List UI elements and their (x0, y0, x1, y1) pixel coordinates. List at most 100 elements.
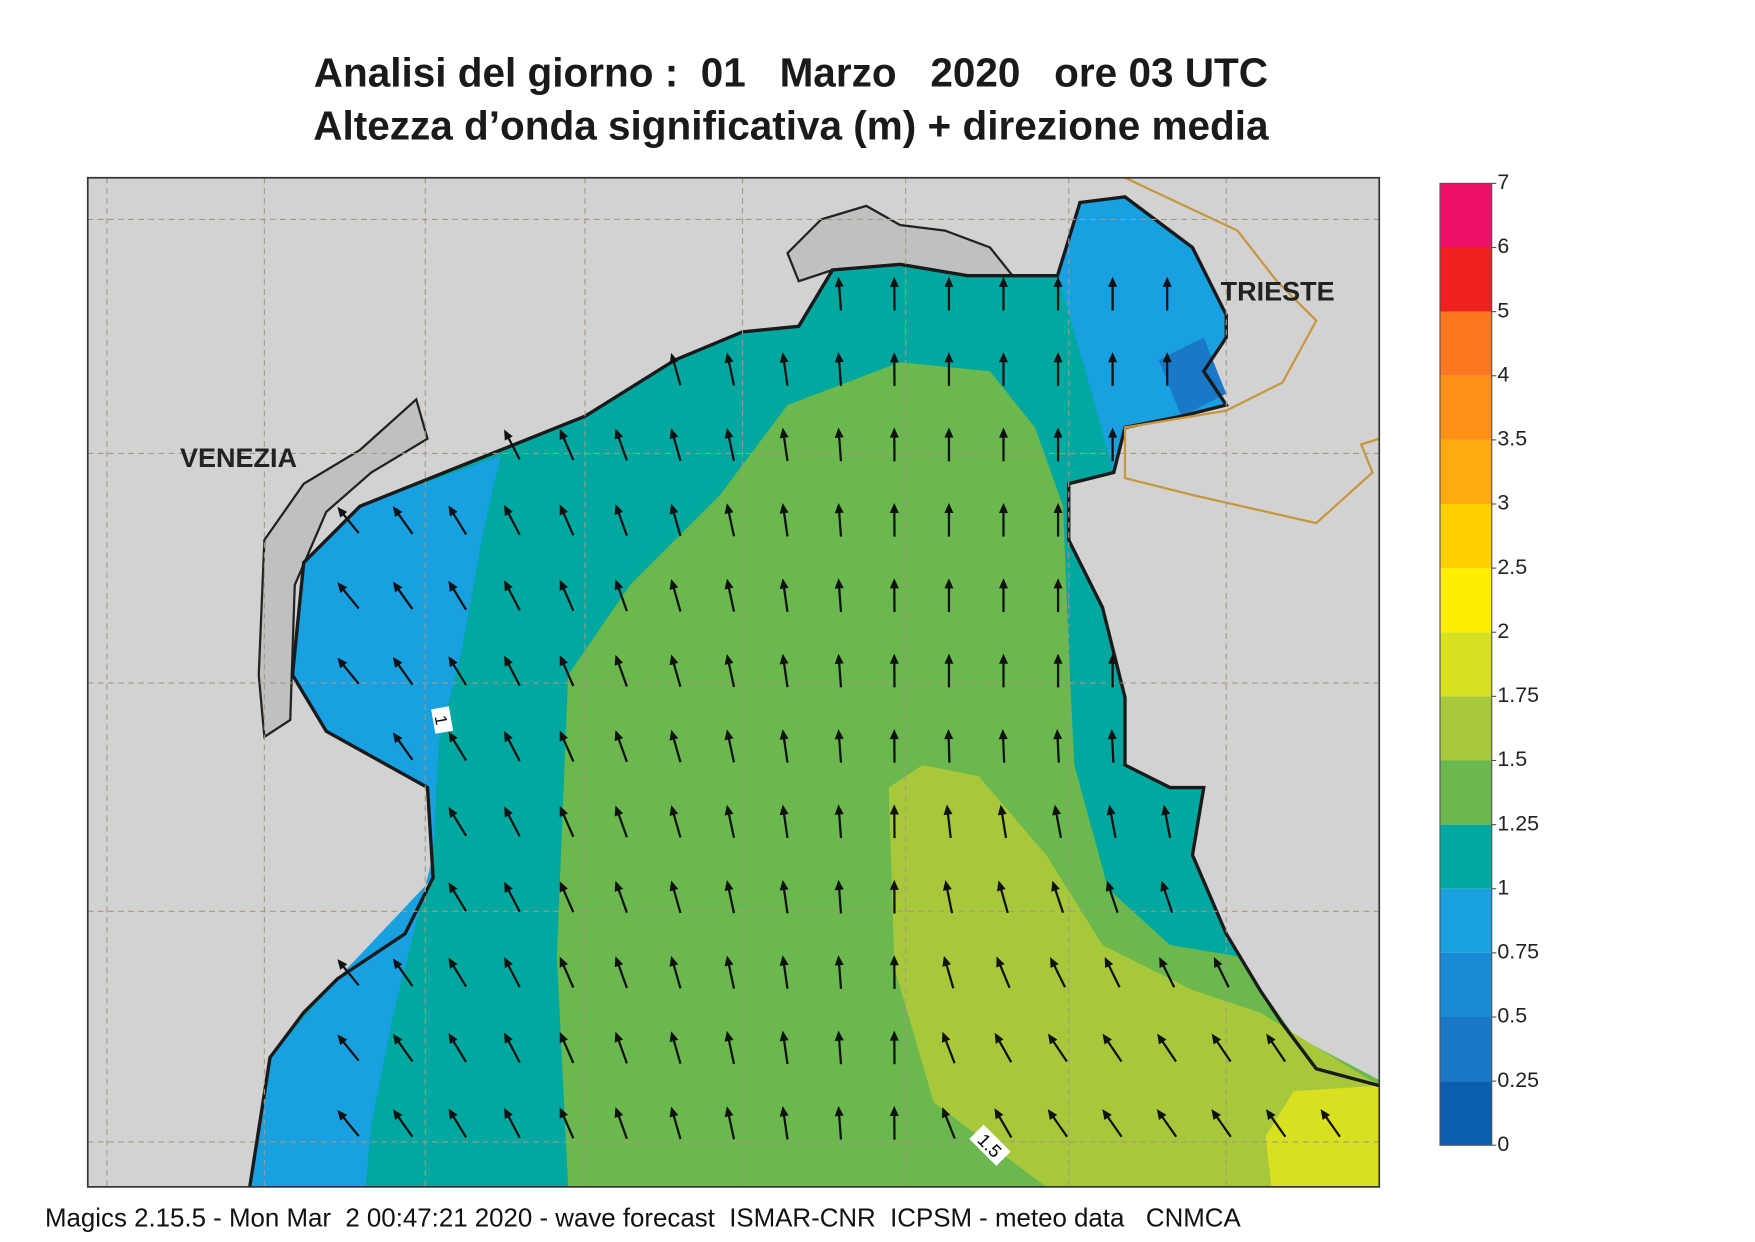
colorbar-segment (1440, 375, 1492, 440)
arrow (724, 804, 736, 839)
arrow (559, 1107, 575, 1139)
arrow (669, 352, 682, 386)
arrow-head (944, 502, 954, 513)
arrow-head (942, 880, 952, 891)
arrow-shaft (727, 358, 736, 386)
arrow-head (999, 427, 1008, 438)
arrow (889, 578, 899, 613)
arrow-shaft (506, 811, 521, 837)
arrow-head (889, 804, 899, 815)
arrow-head (559, 504, 568, 516)
arrow-shaft (616, 660, 628, 687)
arrow-head (559, 730, 568, 742)
arrow (614, 654, 628, 687)
arrow-shaft (943, 1037, 956, 1064)
arrow-head (448, 505, 458, 517)
arrow-head (1108, 427, 1118, 438)
arrow (559, 504, 575, 536)
arrow-shaft (506, 962, 521, 988)
arrow (724, 352, 736, 386)
arrow (614, 579, 628, 612)
arrow-shaft (837, 961, 843, 989)
arrow (996, 956, 1011, 989)
arrow-shaft (561, 736, 575, 762)
arrow-head (724, 352, 734, 364)
arrow-head (779, 578, 789, 590)
arrow (889, 729, 899, 763)
arrow (669, 654, 682, 688)
arrow-shaft (837, 358, 843, 386)
arrow-shaft (944, 962, 955, 989)
arrow-head (834, 578, 844, 589)
arrow-shaft (1161, 962, 1176, 988)
arrow-shaft (451, 887, 468, 912)
arrow (779, 503, 789, 537)
arrow (504, 655, 521, 687)
arrow (779, 729, 789, 763)
arrow-shaft (340, 1039, 360, 1062)
arrow (944, 502, 954, 537)
arrow-head (1102, 1033, 1112, 1045)
arrow-head (392, 656, 403, 668)
coastline (248, 195, 1380, 1187)
arrows (337, 276, 1341, 1140)
colorbar-label: 2.5 (1497, 555, 1527, 579)
arrow-shaft (1214, 1038, 1232, 1063)
colorbar-label: 1.25 (1497, 811, 1539, 835)
colorbar-label: 6 (1497, 234, 1509, 258)
contour-label-text: 1 (431, 714, 451, 727)
arrow (559, 655, 575, 687)
arrow (1105, 880, 1119, 914)
zone-yellowgreen (888, 765, 1380, 1187)
arrow (448, 656, 468, 686)
arrow-shaft (1105, 1114, 1123, 1138)
arrow-shaft (395, 586, 414, 610)
arrow (1265, 1109, 1287, 1138)
arrow (1161, 804, 1172, 839)
arrow (669, 729, 682, 763)
arrow-head (614, 880, 624, 892)
arrow-head (944, 427, 954, 438)
colorbar-label: 3.5 (1497, 427, 1527, 451)
arrow-head (999, 352, 1008, 363)
arrow-shaft (1053, 886, 1065, 914)
arrow-shaft (561, 660, 575, 687)
arrow-shaft (727, 660, 736, 688)
arrow-head (504, 881, 513, 893)
city-label: VENEZIA (180, 443, 297, 473)
arrow-head (504, 731, 513, 743)
arrow (779, 804, 789, 839)
arrow (669, 503, 682, 537)
arrow (504, 1032, 521, 1063)
colorbar-segment (1440, 952, 1492, 1017)
colorbar-label: 3 (1497, 491, 1509, 515)
arrow-shaft (1052, 962, 1067, 988)
arrow-shaft (340, 586, 360, 610)
arrow-shaft (1106, 962, 1121, 988)
colorbar-segment (1440, 632, 1492, 697)
arrow (559, 429, 575, 461)
arrow-shaft (1110, 735, 1115, 763)
arrow-shaft (945, 886, 954, 914)
colorbar-segment (1440, 183, 1492, 248)
arrow-shaft (996, 1113, 1013, 1139)
arrow (999, 276, 1008, 311)
arrow-head (889, 1105, 899, 1117)
arrow (724, 427, 736, 462)
arrow-head (779, 729, 789, 740)
colorbar-segment (1440, 439, 1492, 504)
arrow-shaft (671, 1037, 682, 1064)
arrow-head (504, 580, 513, 592)
arrow-head (724, 804, 734, 816)
arrow-shaft (395, 1114, 414, 1138)
arrow (669, 955, 682, 989)
arrow-shaft (727, 585, 736, 612)
arrow (1047, 1109, 1069, 1138)
arrow-shaft (1001, 735, 1006, 763)
colorbar-frame (1439, 182, 1493, 1146)
colorbar-label: 4 (1497, 362, 1509, 386)
arrow (889, 352, 899, 386)
arrow-head (669, 654, 679, 666)
arrow (614, 428, 628, 461)
arrow (889, 1030, 899, 1065)
